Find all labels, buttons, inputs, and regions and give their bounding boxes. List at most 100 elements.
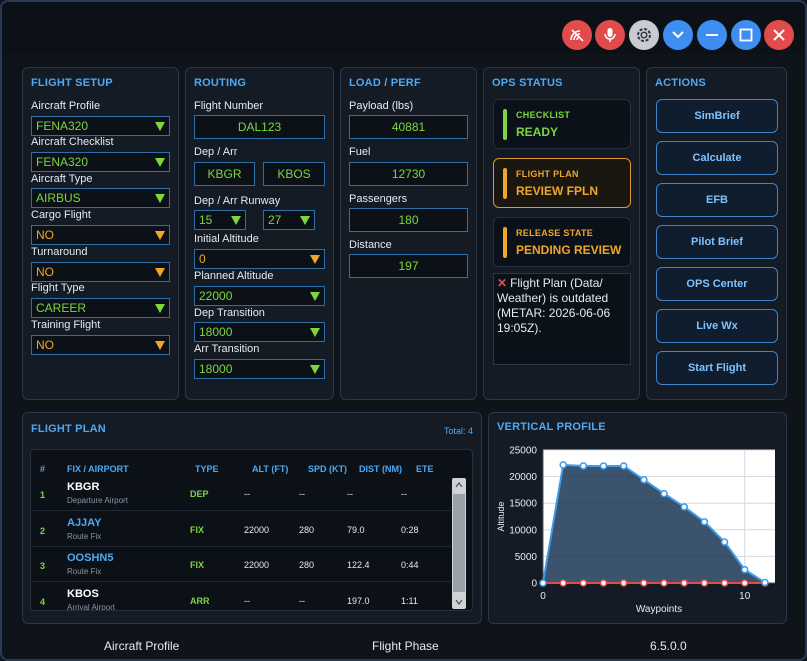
row-sub: Arrival Airport: [67, 603, 116, 611]
flight-type-dropdown[interactable]: CAREER: [31, 298, 170, 318]
arr-runway-dropdown[interactable]: 27: [263, 210, 315, 230]
aircraft-type-dropdown[interactable]: AIRBUS: [31, 188, 170, 208]
collapse-button[interactable]: [663, 20, 693, 50]
dep-transition-value: 18000: [199, 325, 233, 339]
x-tick-label: 0: [540, 591, 546, 602]
row-num: 2: [40, 526, 46, 536]
flight-plan-scrollbar[interactable]: [452, 478, 466, 609]
table-row[interactable]: 4 KBOS Arrival Airport ARR -- -- 197.0 1…: [31, 583, 451, 611]
pilot-brief-button[interactable]: Pilot Brief: [656, 225, 778, 259]
arrival-input[interactable]: KBOS: [263, 162, 325, 186]
y-tick-label: 25000: [509, 446, 537, 457]
row-sub: Route Fix: [67, 532, 102, 541]
planned-altitude-value: 22000: [199, 289, 233, 303]
aircraft-type-value: AIRBUS: [36, 191, 81, 205]
fuel-input[interactable]: 12730: [349, 162, 468, 186]
data-point: [559, 461, 567, 469]
release-state-status-card: RELEASE STATE PENDING REVIEW: [493, 217, 631, 267]
row-fix: KBOS: [67, 588, 99, 600]
maximize-button[interactable]: [731, 20, 761, 50]
dep-arr-label: Dep / Arr: [194, 146, 238, 158]
checklist-status-label: CHECKLIST: [516, 110, 571, 120]
training-flight-dropdown[interactable]: NO: [31, 335, 170, 355]
settings-button[interactable]: [629, 20, 659, 50]
flight-type-value: CAREER: [36, 301, 87, 315]
y-tick-label: 10000: [509, 525, 537, 536]
simbrief-button[interactable]: SimBrief: [656, 99, 778, 133]
row-type: FIX: [190, 525, 205, 535]
calculate-button[interactable]: Calculate: [656, 141, 778, 175]
distance-input[interactable]: 197: [349, 254, 468, 278]
minimize-icon: [706, 34, 718, 36]
minimize-button[interactable]: [697, 20, 727, 50]
dropdown-arrow-icon: [310, 292, 320, 301]
dropdown-arrow-icon: [155, 122, 165, 131]
chevron-down-icon: [672, 31, 684, 39]
table-row[interactable]: 3 OOSHN5 Route Fix FIX 22000 280 122.4 0…: [31, 547, 451, 582]
start-flight-button[interactable]: Start Flight: [656, 351, 778, 385]
initial-altitude-dropdown[interactable]: 0: [194, 249, 325, 269]
ops-message-text: Flight Plan (Data/ Weather) is outdated …: [497, 276, 611, 335]
row-sub: Departure Airport: [67, 496, 128, 505]
actions-title: ACTIONS: [655, 77, 706, 89]
load-perf-title: LOAD / PERF: [349, 77, 421, 89]
dropdown-arrow-icon: [155, 268, 165, 277]
payload-input[interactable]: 40881: [349, 115, 468, 139]
row-alt: --: [244, 489, 250, 499]
arr-transition-dropdown[interactable]: 18000: [194, 359, 325, 379]
aircraft-profile-value: FENA320: [36, 119, 89, 133]
passengers-label: Passengers: [349, 193, 408, 205]
y-tick-label: 0: [531, 579, 537, 590]
aircraft-checklist-label: Aircraft Checklist: [31, 136, 114, 148]
dep-runway-dropdown[interactable]: 15: [194, 210, 246, 230]
col-header-ete: ETE: [416, 464, 434, 474]
aircraft-profile-label: Aircraft Profile: [31, 100, 101, 112]
data-point: [680, 579, 688, 587]
connection-icon: [570, 29, 584, 42]
error-icon: ✕: [497, 276, 508, 290]
table-row[interactable]: 1 KBGR Departure Airport DEP -- -- -- --: [31, 476, 451, 511]
y-axis-label: Altitude: [496, 501, 506, 531]
cargo-flight-label: Cargo Flight: [31, 209, 91, 221]
flight-plan-status-label: FLIGHT PLAN: [516, 169, 579, 179]
flight-plan-total: Total: 4: [443, 426, 473, 436]
planned-altitude-dropdown[interactable]: 22000: [194, 286, 325, 306]
col-header-type: TYPE: [195, 464, 219, 474]
row-alt: 22000: [244, 560, 270, 570]
scroll-up-icon[interactable]: [455, 482, 463, 488]
data-point: [660, 489, 668, 498]
table-row[interactable]: 2 AJJAY Route Fix FIX 22000 280 79.0 0:2…: [31, 512, 451, 547]
departure-input[interactable]: KBGR: [194, 162, 255, 186]
release-state-status-value: PENDING REVIEW: [516, 243, 622, 257]
microphone-button[interactable]: [595, 20, 625, 50]
connection-button[interactable]: [562, 20, 592, 50]
flight-setup-panel: FLIGHT SETUP Aircraft Profile FENA320 Ai…: [22, 67, 179, 400]
data-point: [700, 518, 709, 526]
row-spd: --: [299, 596, 305, 606]
flight-number-input[interactable]: DAL123: [194, 115, 325, 139]
turnaround-dropdown[interactable]: NO: [31, 262, 170, 282]
ops-center-button[interactable]: OPS Center: [656, 267, 778, 301]
data-point: [579, 579, 588, 587]
cargo-flight-dropdown[interactable]: NO: [31, 225, 170, 245]
dropdown-arrow-icon: [155, 341, 165, 350]
efb-button[interactable]: EFB: [656, 183, 778, 217]
scrollbar-thumb[interactable]: [453, 494, 465, 592]
checklist-status-card: CHECKLIST READY: [493, 99, 631, 149]
dropdown-arrow-icon: [310, 328, 320, 337]
flight-plan-status-value: REVIEW FPLN: [516, 184, 599, 198]
live-wx-button[interactable]: Live Wx: [656, 309, 778, 343]
scroll-down-icon[interactable]: [455, 599, 463, 605]
data-point: [720, 538, 729, 546]
data-point: [619, 462, 628, 470]
aircraft-profile-dropdown[interactable]: FENA320: [31, 116, 170, 136]
data-point: [761, 578, 769, 587]
close-button[interactable]: [764, 20, 794, 50]
dep-transition-dropdown[interactable]: 18000: [194, 322, 325, 342]
row-alt: 22000: [244, 525, 270, 535]
aircraft-checklist-dropdown[interactable]: FENA320: [31, 152, 170, 172]
row-sub: Route Fix: [67, 567, 102, 576]
training-flight-value: NO: [36, 338, 54, 352]
x-tick-label: 10: [739, 591, 751, 602]
passengers-input[interactable]: 180: [349, 208, 468, 232]
